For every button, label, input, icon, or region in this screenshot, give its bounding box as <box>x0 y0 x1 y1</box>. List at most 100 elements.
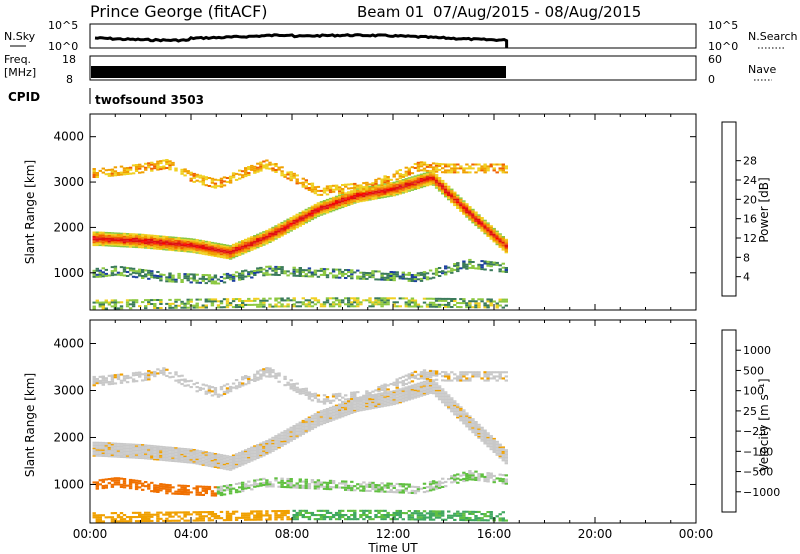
power-cell <box>122 243 127 245</box>
power-cell <box>374 186 378 188</box>
power-cell <box>116 232 121 234</box>
power-cell <box>289 177 293 180</box>
power-cell <box>113 241 118 243</box>
power-cell <box>383 297 387 300</box>
velocity-cell <box>389 396 393 399</box>
velocity-cell <box>328 481 333 484</box>
power-cell <box>441 297 445 300</box>
power-cell <box>189 177 193 180</box>
power-cell <box>338 197 342 199</box>
velocity-cell <box>413 485 418 488</box>
velocity-cell <box>307 516 312 519</box>
velocity-cell <box>359 402 363 404</box>
power-cell <box>407 188 411 191</box>
velocity-cell <box>428 518 433 521</box>
velocity-cell <box>141 456 145 458</box>
power-cell <box>474 217 478 219</box>
power-cell <box>450 197 454 199</box>
velocity-cell <box>434 378 439 381</box>
velocity-cell <box>207 460 212 463</box>
power-cell <box>480 260 484 263</box>
power-cell <box>201 175 205 178</box>
power-cell <box>234 248 239 250</box>
power-cell <box>210 249 215 251</box>
velocity-cell <box>413 374 418 377</box>
velocity-cell <box>228 469 233 471</box>
power-cell <box>392 175 396 178</box>
power-cell <box>338 305 342 308</box>
velocity-cell <box>201 461 205 463</box>
velocity-cell <box>313 487 318 490</box>
velocity-cell <box>368 481 372 484</box>
velocity-cell <box>216 459 221 462</box>
velocity-cell <box>347 404 351 407</box>
velocity-cell <box>234 460 239 463</box>
power-cell <box>389 192 393 194</box>
power-cell <box>504 241 508 244</box>
power-cell <box>110 270 115 273</box>
power-cell <box>150 246 154 248</box>
power-cell <box>92 241 96 244</box>
power-cell <box>419 180 424 183</box>
velocity-cell <box>368 393 372 396</box>
velocity-cell <box>259 375 263 378</box>
velocity-cell <box>431 388 436 390</box>
velocity-cell <box>177 458 181 460</box>
power-cell <box>338 192 342 195</box>
velocity-cell <box>128 485 133 488</box>
power-cell <box>419 161 424 164</box>
velocity-cell <box>244 455 248 457</box>
power-cell <box>389 190 393 193</box>
velocity-cell <box>204 492 208 495</box>
power-cell <box>216 248 221 251</box>
power-cell <box>156 242 160 244</box>
velocity-cell <box>259 450 263 452</box>
velocity-cell <box>431 370 436 373</box>
power-cell <box>447 195 451 198</box>
power-cell <box>250 239 254 241</box>
power-cell <box>110 243 115 246</box>
power-cell <box>453 298 457 300</box>
power-cell <box>495 302 499 305</box>
velocity-cell <box>219 458 224 461</box>
velocity-cell <box>437 486 442 489</box>
power-cell <box>465 214 469 217</box>
power-cell <box>289 224 293 226</box>
power-cell <box>189 179 193 182</box>
velocity-cell <box>189 462 193 464</box>
velocity-cell <box>253 481 257 484</box>
power-cell <box>313 211 318 213</box>
velocity-cell <box>256 485 260 488</box>
power-cell <box>456 270 460 273</box>
power-cell <box>404 273 408 276</box>
power-cell <box>437 179 442 182</box>
velocity-cell <box>171 486 175 489</box>
velocity-cell <box>341 402 345 404</box>
power-cell <box>413 276 418 279</box>
power-cell <box>307 217 312 219</box>
power-cell <box>422 175 427 178</box>
power-cell <box>283 220 287 222</box>
power-cell <box>501 266 505 269</box>
velocity-cell <box>256 376 260 379</box>
power-cell <box>174 244 178 246</box>
power-cell <box>156 235 160 237</box>
velocity-cell <box>122 446 127 448</box>
velocity-cell <box>110 516 115 519</box>
velocity-cell <box>92 455 96 457</box>
velocity-cell <box>192 462 196 465</box>
velocity-cell <box>153 454 157 456</box>
power-cell <box>447 163 451 166</box>
velocity-cell <box>292 514 296 517</box>
velocity-cell <box>434 481 439 484</box>
velocity-cell <box>201 462 205 465</box>
power-cell <box>213 300 218 303</box>
power-cell <box>238 254 242 256</box>
power-cell <box>501 241 505 244</box>
power-cell <box>225 256 230 258</box>
velocity-cell <box>198 457 202 460</box>
power-cell <box>377 194 381 197</box>
power-cell <box>183 240 187 242</box>
power-cell <box>244 175 248 178</box>
power-cell <box>295 178 299 181</box>
